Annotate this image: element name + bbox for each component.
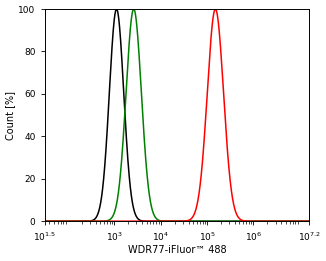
Y-axis label: Count [%]: Count [%] [6, 91, 16, 140]
X-axis label: WDR77-iFluor™ 488: WDR77-iFluor™ 488 [127, 245, 226, 256]
